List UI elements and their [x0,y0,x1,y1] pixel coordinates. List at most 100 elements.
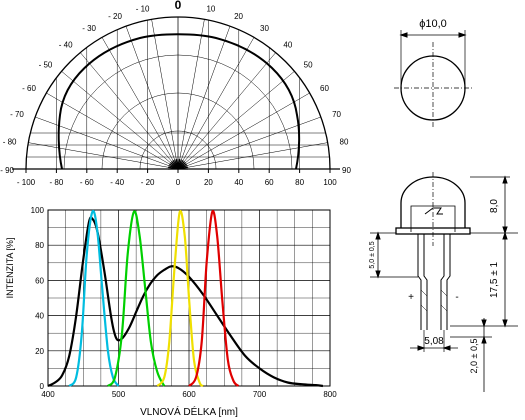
drawing-labels: ϕ10,0 8,0 17,5 ± 1 5,0 ± 0,5 5,08 2,0 ± … [369,18,500,373]
polar-axis-label: - 60 [80,178,94,187]
polar-radiation-diagram: 0 - 10 - 20 - 30 - 40 - 50 - 60 - 70 - 80 - 90 10 2… [0,0,351,187]
chart-ticks: 400 500 600 700 800 0 20 40 60 80 100 [31,206,338,399]
dim-5-arrow-bot [375,270,381,279]
lead-anode-2 [423,234,428,330]
chart-ytick-label: 0 [40,382,45,391]
polar-radial-line [28,142,179,170]
chart-series [47,209,324,388]
spectrum-red-series [188,209,240,387]
dim-8-arrow-bot [502,226,508,235]
dim-pitch-arrow-right [442,345,451,351]
polar-angle-label-0: 0 [175,0,182,12]
chart-xtick-label: 600 [182,390,196,399]
chart-xtick-label: 800 [323,390,337,399]
dim-leads-label: 17,5 ± 1 [489,262,500,299]
chart-xlabel: VLNOVÁ DÉLKA [nm] [140,405,238,418]
chart-xtick-label: 500 [112,390,126,399]
dim-pitch-arrow-left [417,345,426,351]
chart-ytick-label: 80 [35,241,44,250]
polar-angle-label: - 50 [39,61,53,70]
diameter-arrow-right [458,32,467,38]
dim-cut-label: 2,0 ± 0,5 [469,339,479,374]
polar-axis-label: 80 [295,178,304,187]
polar-radial-line [151,19,179,170]
polar-radial-line [177,71,295,170]
spectrum-chart: 400 500 600 700 800 0 20 40 60 80 100 VLNOVÁ DÉLKA… [5,206,337,418]
chart-ylabel: INTENZITA [%] [5,238,15,299]
radiation-lobe [57,33,301,170]
dim-17-arrow-top [502,231,508,240]
polar-radial-line [80,52,179,170]
polar-radial-line [177,92,310,170]
diameter-arrow-left [399,32,408,38]
polar-axis-label: - 100 [17,178,36,187]
polar-radial-line [177,116,321,170]
spectrum-cyan-series [68,209,120,387]
polar-axis-label: 40 [234,178,243,187]
polar-radial-line [46,92,179,170]
dim-17-arrow-bot [502,319,508,328]
polar-radial-line [177,19,205,170]
spectrum-yellow-series [156,209,204,387]
chart-xtick-label: 700 [253,390,267,399]
polar-angle-label: - 30 [82,24,96,33]
lead-anode [417,234,422,330]
dim-pitch-label: 5,08 [424,336,444,347]
polar-axis-label: 60 [265,178,274,187]
polar-angle-label: - 80 [3,138,17,147]
dim-8-arrow-top [502,175,508,184]
polar-angle-label: 20 [234,12,243,21]
dim-5-arrow-top [375,231,381,240]
polar-angle-label: 10 [206,4,215,13]
led-mechanical-drawing [370,30,518,392]
polar-radial-line [177,37,255,170]
lead-hatch-4 [440,304,448,312]
lead-hatch-1 [420,289,428,297]
dim-base-label: 5,0 ± 0,5 [369,241,376,268]
polar-axis-label: - 20 [141,178,155,187]
polar-angle-label: - 60 [22,84,36,93]
spectrum-white-series [47,216,324,388]
spectrum-green-series [107,210,166,387]
chart-xtick-label: 400 [41,390,55,399]
lead-hatch-3 [440,289,448,297]
polar-angle-label: 90 [342,166,351,175]
polar-axis-label: - 40 [110,178,124,187]
polar-radial-line [61,71,179,170]
dim-cut-arrow-top [481,319,487,328]
chart-ytick-label: 100 [31,206,45,215]
polar-radial-line [101,37,179,170]
dim-top-label: 8,0 [489,199,500,213]
polar-axis-label: - 80 [50,178,64,187]
chart-ytick-label: 20 [35,347,44,356]
polar-angle-label: - 70 [10,110,24,119]
polar-radial-line [125,26,179,170]
polar-axis-label: 20 [204,178,213,187]
polar-angle-label: - 90 [0,166,14,175]
polar-radial-line [177,52,276,170]
polar-angle-label: - 20 [108,12,122,21]
polar-angle-label: 30 [260,24,269,33]
polar-radial-line [177,26,231,170]
polar-angle-label: - 40 [59,40,73,49]
minus-sign: - [455,292,458,303]
die-cup [424,207,443,215]
dim-cut-arrow-bot [481,335,487,344]
polar-angle-label: 50 [304,61,313,70]
chart-ytick-label: 40 [35,312,44,321]
polar-angle-label: 70 [332,110,341,119]
polar-axis-label: 0 [176,178,181,187]
polar-radial-line [177,142,328,170]
lead-cathode-2 [446,234,451,330]
polar-angle-label: 60 [320,84,329,93]
chart-ytick-label: 60 [35,276,44,285]
diameter-label: ϕ10,0 [419,18,447,30]
polar-angle-label: 40 [283,40,292,49]
lead-cathode [440,234,445,330]
plus-sign: + [408,292,414,303]
polar-angle-label: - 10 [136,4,150,13]
polar-angle-label: 80 [340,138,349,147]
polar-axis-label: 100 [323,178,337,187]
lead-hatch-2 [420,304,428,312]
